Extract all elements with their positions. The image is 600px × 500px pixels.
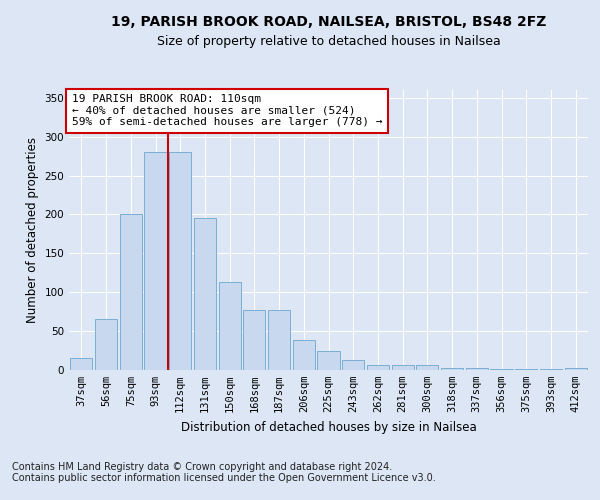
Bar (145, 152, 167, 370)
Text: Distribution of detached houses by size in Nailsea: Distribution of detached houses by size … (181, 421, 476, 434)
Bar (565, 368, 587, 370)
Bar (119, 214, 142, 370)
Bar (218, 282, 241, 370)
Text: Size of property relative to detached houses in Nailsea: Size of property relative to detached ho… (157, 34, 500, 48)
Bar (441, 368, 463, 370)
Text: Contains HM Land Registry data © Crown copyright and database right 2024.
Contai: Contains HM Land Registry data © Crown c… (12, 462, 436, 483)
Bar (70, 358, 92, 370)
Bar (466, 368, 488, 370)
Bar (317, 350, 340, 370)
Bar (268, 310, 290, 370)
Bar (490, 369, 512, 370)
Bar (342, 360, 364, 370)
Bar (194, 218, 216, 370)
Bar (540, 369, 562, 370)
Bar (416, 364, 439, 370)
Bar (293, 340, 315, 370)
Bar (367, 364, 389, 370)
Bar (169, 152, 191, 370)
Text: 19, PARISH BROOK ROAD, NAILSEA, BRISTOL, BS48 2FZ: 19, PARISH BROOK ROAD, NAILSEA, BRISTOL,… (111, 16, 547, 30)
Text: 19 PARISH BROOK ROAD: 110sqm
← 40% of detached houses are smaller (524)
59% of s: 19 PARISH BROOK ROAD: 110sqm ← 40% of de… (71, 94, 382, 128)
Bar (95, 320, 117, 370)
Y-axis label: Number of detached properties: Number of detached properties (26, 137, 39, 323)
Bar (243, 310, 265, 370)
Bar (515, 369, 538, 370)
Bar (392, 364, 414, 370)
